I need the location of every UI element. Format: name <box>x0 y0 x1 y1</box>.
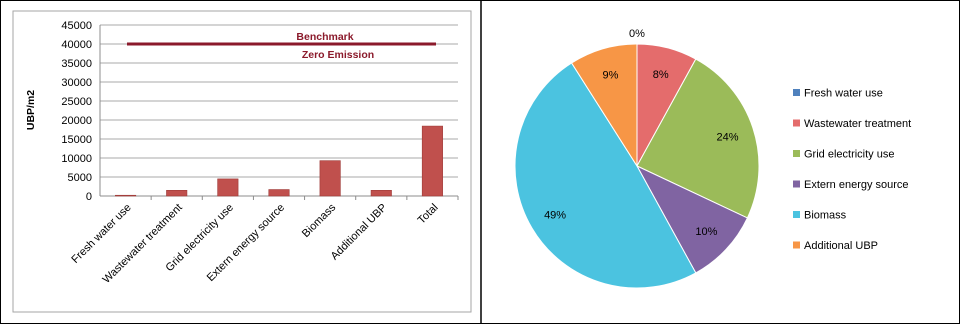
pie-slice <box>570 43 638 168</box>
legend-label: Wastewater treatment <box>804 118 911 130</box>
y-tick-label: 0 <box>86 191 92 203</box>
zero-emission-label: Zero Emission <box>302 49 374 61</box>
y-tick-label: 30000 <box>61 77 92 89</box>
bar <box>268 189 290 197</box>
legend-label: Biomass <box>804 210 847 222</box>
bar <box>421 125 443 197</box>
legend-swatch <box>793 241 800 249</box>
pie-slice-label: 24% <box>716 132 738 144</box>
bar <box>166 190 188 197</box>
y-tick-label: 10000 <box>61 153 92 165</box>
y-tick-label: 20000 <box>61 115 92 127</box>
bar-chart: UBP/m2 0 5000 10000 15000 20000 25000 30000 350… <box>12 10 472 313</box>
bar <box>319 160 341 197</box>
y-axis-title: UBP/m2 <box>25 90 37 130</box>
legend-swatch <box>793 180 800 188</box>
legend-label: Grid electricity use <box>804 149 894 161</box>
pie-slice-label: 0% <box>629 28 645 40</box>
pie-slice-label: 10% <box>695 226 717 238</box>
pie-slice-label: 8% <box>653 69 669 81</box>
y-tick-label: 45000 <box>61 20 92 32</box>
y-tick-label: 40000 <box>61 39 92 51</box>
legend-label: Fresh water use <box>804 88 883 100</box>
bar <box>217 178 239 197</box>
legend-swatch <box>793 89 800 96</box>
legend-label: Extern energy source <box>804 179 909 191</box>
bar <box>370 190 392 197</box>
y-tick-label: 5000 <box>68 172 92 184</box>
bar-plot-area-frame <box>12 10 472 313</box>
legend-swatch <box>793 211 800 218</box>
pie-slice <box>514 62 697 289</box>
bar <box>115 194 137 197</box>
legend-label: Additional UBP <box>804 240 878 252</box>
pie-slice-label: 49% <box>544 209 566 221</box>
y-tick-label: 25000 <box>61 96 92 108</box>
legend-swatch <box>793 119 800 127</box>
pie-slice <box>635 164 749 274</box>
legend-swatch <box>793 150 800 157</box>
pie-slice <box>636 58 760 219</box>
y-tick-label: 35000 <box>61 58 92 70</box>
benchmark-label: Benchmark <box>296 31 353 43</box>
pie-slice-label: 9% <box>602 70 618 82</box>
y-tick-label: 15000 <box>61 134 92 146</box>
pie-chart: 0% 8% 24% 10% 49% 9% Fresh water use Wastewater… <box>514 28 911 289</box>
